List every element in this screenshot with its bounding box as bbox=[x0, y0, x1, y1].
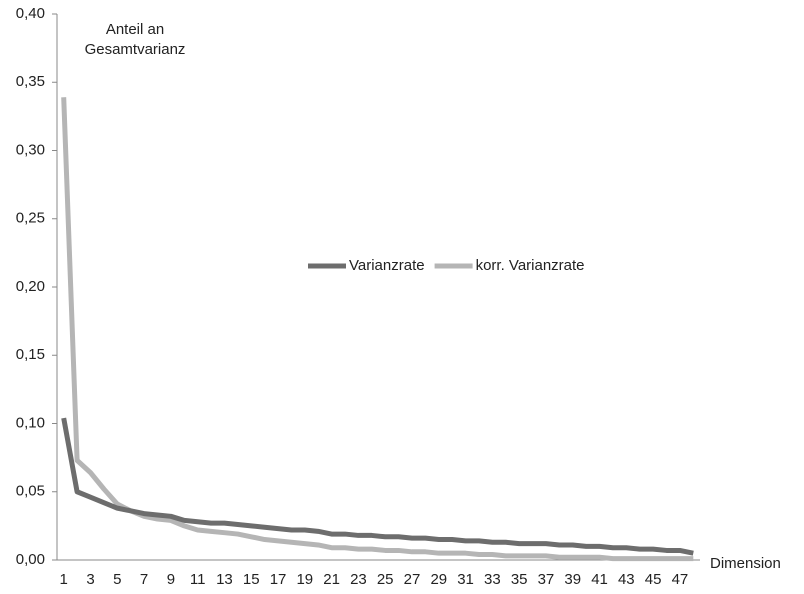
x-tick-label: 37 bbox=[538, 571, 555, 588]
y-tick-label: 0,15 bbox=[16, 346, 45, 363]
x-tick-label: 29 bbox=[430, 571, 447, 588]
x-tick-label: 45 bbox=[645, 571, 662, 588]
y-tick-label: 0,25 bbox=[16, 210, 45, 227]
y-tick-label: 0,20 bbox=[16, 278, 45, 295]
x-tick-label: 43 bbox=[618, 571, 635, 588]
y-tick-label: 0,00 bbox=[16, 551, 45, 568]
x-tick-label: 21 bbox=[323, 571, 340, 588]
x-axis-label: Dimension bbox=[710, 555, 781, 572]
x-tick-label: 17 bbox=[270, 571, 287, 588]
legend-label: Varianzrate bbox=[349, 257, 425, 274]
x-tick-label: 39 bbox=[564, 571, 581, 588]
x-tick-label: 19 bbox=[296, 571, 313, 588]
y-tick-label: 0,35 bbox=[16, 73, 45, 90]
x-tick-label: 35 bbox=[511, 571, 528, 588]
x-tick-label: 9 bbox=[167, 571, 175, 588]
x-tick-label: 47 bbox=[672, 571, 689, 588]
x-tick-label: 27 bbox=[404, 571, 421, 588]
y-tick-label: 0,10 bbox=[16, 414, 45, 431]
y-axis-label: Anteil an bbox=[106, 21, 164, 38]
x-tick-label: 13 bbox=[216, 571, 233, 588]
x-tick-label: 41 bbox=[591, 571, 608, 588]
x-tick-label: 25 bbox=[377, 571, 394, 588]
y-tick-label: 0,05 bbox=[16, 483, 45, 500]
x-tick-label: 23 bbox=[350, 571, 367, 588]
legend-label: korr. Varianzrate bbox=[476, 257, 585, 274]
x-tick-label: 33 bbox=[484, 571, 501, 588]
x-tick-label: 15 bbox=[243, 571, 260, 588]
x-tick-label: 7 bbox=[140, 571, 148, 588]
data-line bbox=[61, 417, 694, 556]
y-axis-label: Gesamtvarianz bbox=[85, 41, 186, 58]
x-tick-label: 31 bbox=[457, 571, 474, 588]
y-tick-label: 0,30 bbox=[16, 141, 45, 158]
x-tick-label: 11 bbox=[190, 571, 206, 588]
y-tick-label: 0,40 bbox=[16, 5, 45, 22]
x-tick-label: 5 bbox=[113, 571, 121, 588]
x-tick-label: 3 bbox=[86, 571, 94, 588]
x-tick-label: 1 bbox=[60, 571, 68, 588]
data-line bbox=[61, 97, 694, 562]
